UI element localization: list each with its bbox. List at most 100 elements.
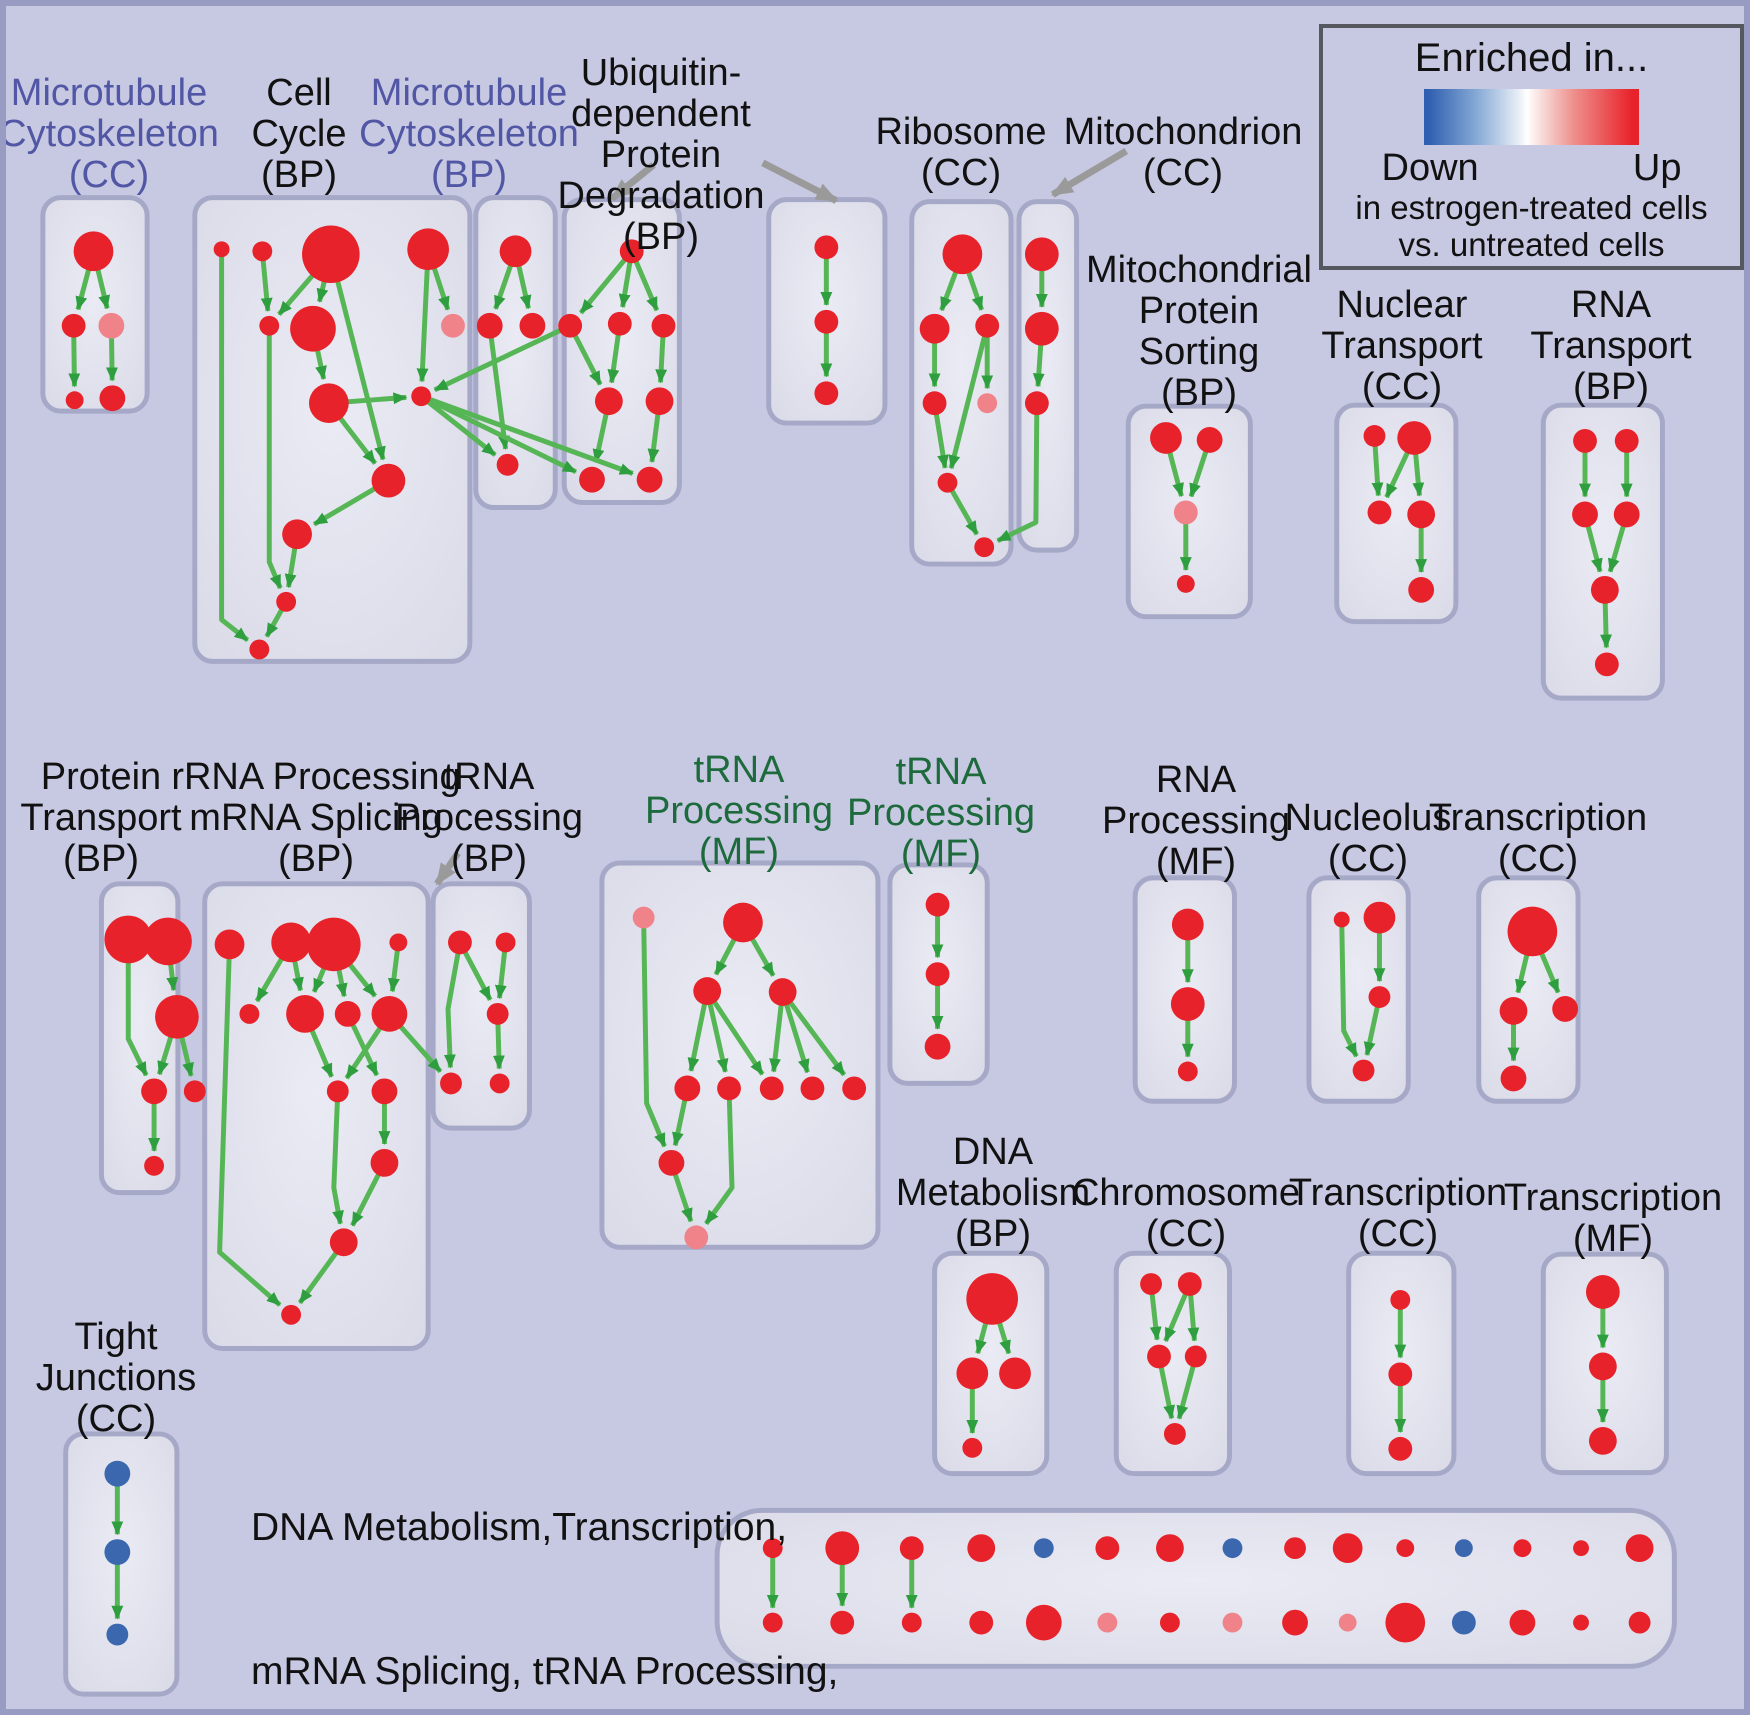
node-cell-cycle-bp	[411, 386, 432, 407]
node-nuclear-transport-cc	[1367, 500, 1392, 525]
node-transcription-cc-upper	[1500, 1065, 1527, 1092]
node-ribosome-cc	[919, 313, 950, 344]
node-trna-processing-mf-large	[759, 1076, 784, 1101]
node-rna-transport-bp	[1613, 501, 1640, 528]
node-ubiquitin-dependent-protein-degradation-bp	[651, 313, 676, 338]
group-box-nucleolus-cc	[1306, 875, 1411, 1104]
node-trna-processing-bp	[495, 932, 516, 953]
node-rrna-processing-mrna-splicing-bp	[389, 933, 408, 952]
node-chromosome-cc	[1147, 1344, 1171, 1369]
node-trna-processing-bp	[440, 1072, 462, 1095]
node-mitochondrial-protein-sorting-bp	[1196, 427, 1223, 453]
node-cell-cycle-bp	[259, 315, 280, 336]
node-rrna-processing-mrna-splicing-bp	[329, 1228, 358, 1257]
node-rna-transport-bp	[1572, 501, 1598, 528]
node-rrna-processing-mrna-splicing-bp	[371, 996, 408, 1032]
legend-gradient-bar	[1424, 89, 1639, 145]
node-cell-cycle-bp	[290, 305, 336, 352]
node-rna-processing-mf	[1170, 987, 1205, 1021]
node-misc-categories-box	[1625, 1534, 1654, 1563]
edge	[259, 251, 273, 312]
node-rrna-processing-mrna-splicing-bp	[281, 1304, 302, 1325]
node-trna-processing-mf-large	[684, 1225, 709, 1250]
edge	[443, 941, 463, 1069]
group-box-nuclear-transport-cc	[1334, 402, 1459, 625]
node-dna-metabolism-bp	[999, 1357, 1031, 1390]
node-rrna-processing-mrna-splicing-bp	[271, 922, 311, 963]
group-box-rna-transport-bp	[1540, 402, 1665, 701]
node-trna-processing-bp	[448, 930, 472, 955]
node-microtubule-cytoskeleton-bp	[519, 312, 546, 339]
node-misc-categories-box	[1222, 1538, 1243, 1559]
edge	[704, 1088, 735, 1226]
group-box-dna-metabolism-bp	[932, 1250, 1050, 1477]
node-nucleolus-cc	[1352, 1059, 1375, 1082]
node-misc-categories-box	[1628, 1611, 1651, 1634]
node-rrna-processing-mrna-splicing-bp	[370, 1148, 399, 1177]
node-transcription-cc-lower	[1390, 1289, 1411, 1310]
node-nucleolus-cc	[1368, 986, 1391, 1008]
node-ubiquitin-degradation-chain	[814, 381, 839, 406]
node-cell-cycle-bp	[407, 228, 450, 271]
node-misc-categories-box	[1284, 1537, 1306, 1560]
node-cell-cycle-bp	[213, 241, 230, 258]
edge	[948, 325, 990, 470]
node-misc-categories-box	[901, 1612, 922, 1633]
node-protein-transport-bp	[141, 1078, 167, 1105]
edge	[217, 944, 282, 1307]
node-trna-processing-mf-large	[632, 906, 655, 929]
node-cell-cycle-bp	[308, 383, 349, 424]
node-trna-processing-mf-large	[693, 977, 722, 1005]
node-transcription-mf	[1588, 1426, 1617, 1455]
node-transcription-cc-upper	[1499, 997, 1528, 1025]
edge	[328, 253, 386, 461]
nodes-layer	[61, 225, 1654, 1646]
node-rrna-processing-mrna-splicing-bp	[334, 1000, 361, 1027]
node-misc-categories-box	[1509, 1609, 1536, 1636]
node-ubiquitin-dependent-protein-degradation-bp	[558, 313, 583, 338]
node-rrna-processing-mrna-splicing-bp	[286, 995, 324, 1033]
legend-up-label: Up	[1632, 147, 1682, 189]
node-chromosome-cc	[1163, 1423, 1186, 1445]
node-trna-processing-mf-large	[723, 902, 763, 943]
edge	[780, 991, 810, 1074]
node-misc-categories-box	[1396, 1539, 1415, 1558]
node-cell-cycle-bp	[282, 519, 312, 550]
node-dna-metabolism-bp	[956, 1357, 989, 1390]
node-misc-categories-box	[1095, 1536, 1120, 1561]
legend-title: Enriched in...	[1414, 36, 1649, 80]
node-trna-processing-mf-large	[674, 1075, 701, 1102]
node-nuclear-transport-cc	[1397, 421, 1432, 455]
edge	[420, 394, 577, 475]
node-rrna-processing-mrna-splicing-bp	[214, 929, 245, 960]
node-cell-cycle-bp	[371, 463, 406, 498]
node-transcription-cc-upper	[1507, 906, 1558, 957]
node-ubiquitin-dependent-protein-degradation-bp	[645, 387, 674, 416]
node-misc-categories-box	[1573, 1540, 1589, 1557]
node-rna-processing-mf	[1171, 908, 1204, 941]
pointer-arrows-layer	[434, 147, 1129, 886]
node-trna-processing-mf-small	[925, 962, 950, 987]
node-nucleolus-cc	[1363, 901, 1396, 934]
node-trna-processing-bp	[486, 1002, 509, 1025]
node-trna-processing-bp	[489, 1073, 510, 1094]
edge	[433, 323, 572, 393]
node-misc-categories-box	[1338, 1613, 1357, 1632]
edge	[641, 917, 667, 1148]
node-transcription-cc-lower	[1388, 1362, 1413, 1387]
label-pointer-arrow	[1050, 147, 1129, 198]
node-trna-processing-mf-large	[658, 1149, 685, 1176]
edge	[1339, 919, 1359, 1058]
node-nuclear-transport-cc	[1363, 425, 1386, 447]
node-protein-transport-bp	[144, 1155, 165, 1176]
node-mitochondrial-protein-sorting-bp	[1176, 574, 1195, 593]
node-misc-categories-box	[1025, 1604, 1062, 1641]
node-chromosome-cc	[1140, 1273, 1162, 1295]
node-rrna-processing-mrna-splicing-bp	[239, 1003, 260, 1024]
edge	[780, 990, 847, 1077]
legend: Enriched in... Down Up in estrogen-treat…	[1319, 24, 1744, 270]
node-transcription-mf	[1588, 1352, 1617, 1381]
node-ubiquitin-dependent-protein-degradation-bp	[594, 387, 623, 416]
label-pointer-arrow	[761, 159, 839, 204]
node-cell-cycle-bp	[302, 225, 360, 284]
